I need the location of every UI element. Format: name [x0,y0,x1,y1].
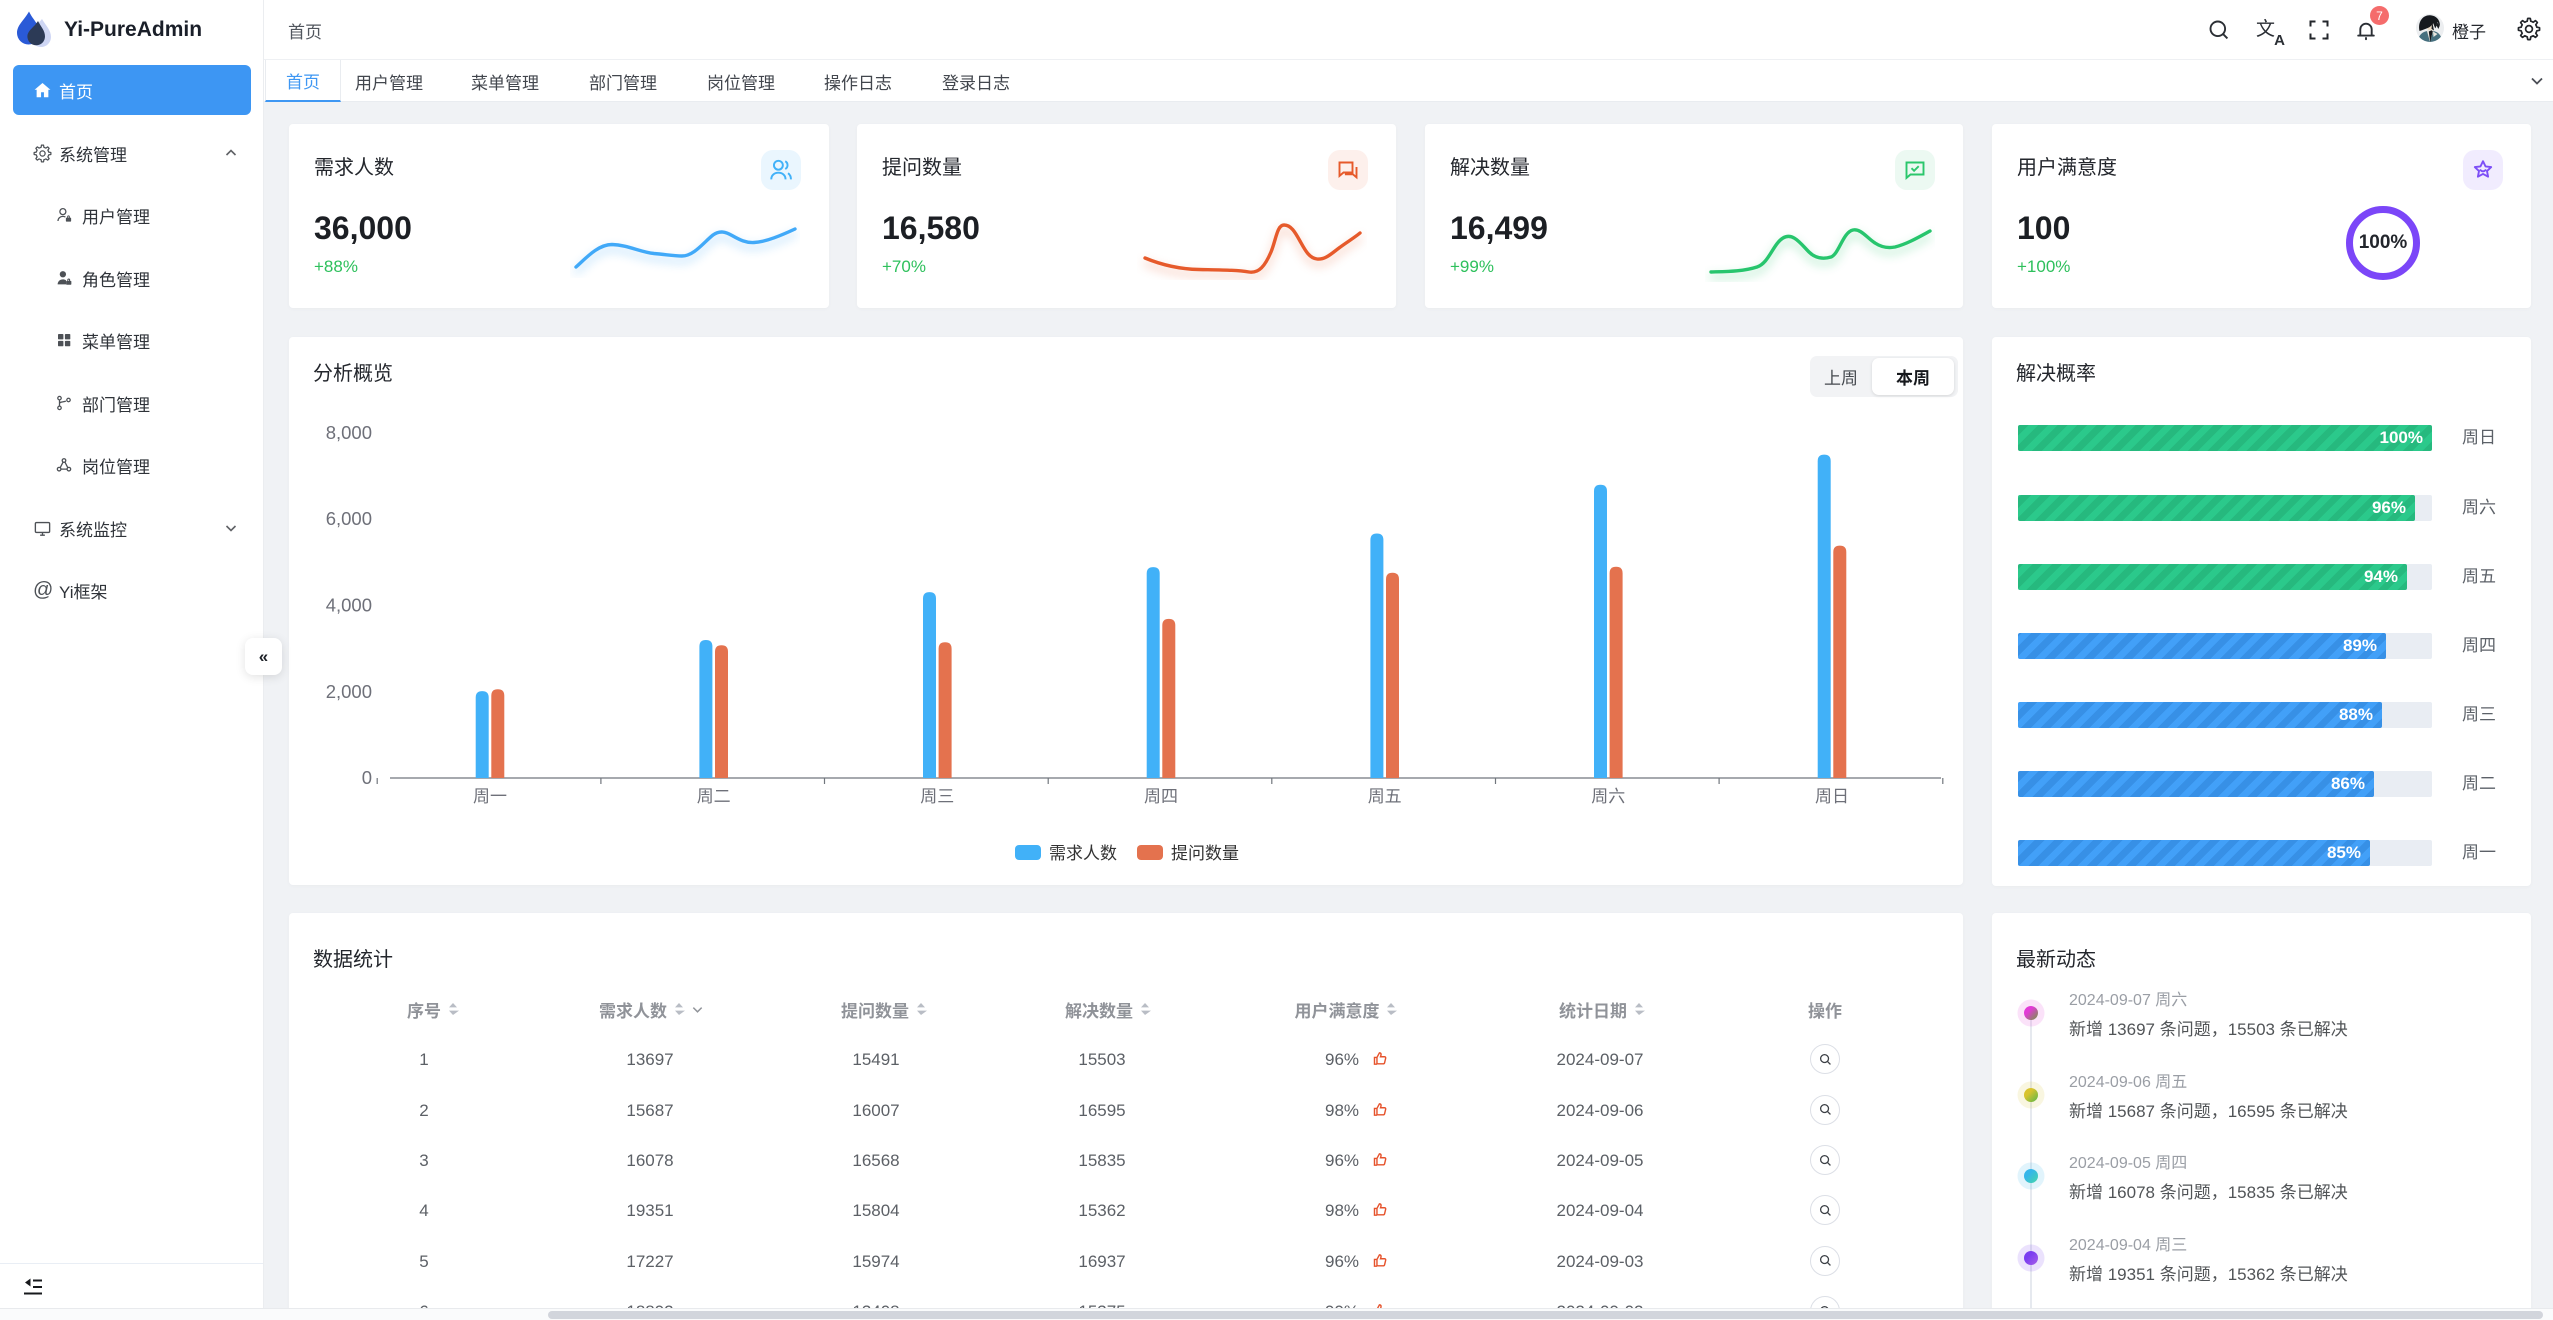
svg-text:周二: 周二 [697,787,731,806]
svg-text:6,000: 6,000 [326,508,372,529]
svg-text:周五: 周五 [1368,787,1402,806]
svg-text:4,000: 4,000 [326,595,372,616]
svg-text:2,000: 2,000 [326,681,372,702]
svg-text:提问数量: 提问数量 [1171,844,1239,863]
svg-text:周三: 周三 [920,787,954,806]
svg-text:周六: 周六 [1591,787,1625,806]
svg-text:周日: 周日 [1815,787,1849,806]
svg-text:周一: 周一 [473,787,507,806]
svg-text:需求人数: 需求人数 [1049,844,1117,863]
svg-text:周四: 周四 [1144,787,1178,806]
svg-text:8,000: 8,000 [326,422,372,443]
svg-text:0: 0 [362,767,372,788]
